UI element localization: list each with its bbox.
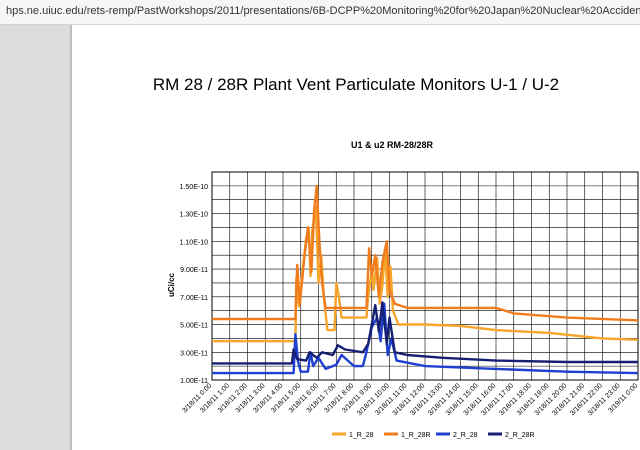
page-shadow: [70, 25, 72, 450]
url-text[interactable]: hps.ne.uiuc.edu/rets-remp/PastWorkshops/…: [6, 5, 640, 17]
address-bar[interactable]: hps.ne.uiuc.edu/rets-remp/PastWorkshops/…: [0, 0, 640, 25]
slide-title: RM 28 / 28R Plant Vent Particulate Monit…: [152, 75, 560, 94]
pdf-page: RM 28 / 28R Plant Vent Particulate Monit…: [72, 25, 640, 450]
